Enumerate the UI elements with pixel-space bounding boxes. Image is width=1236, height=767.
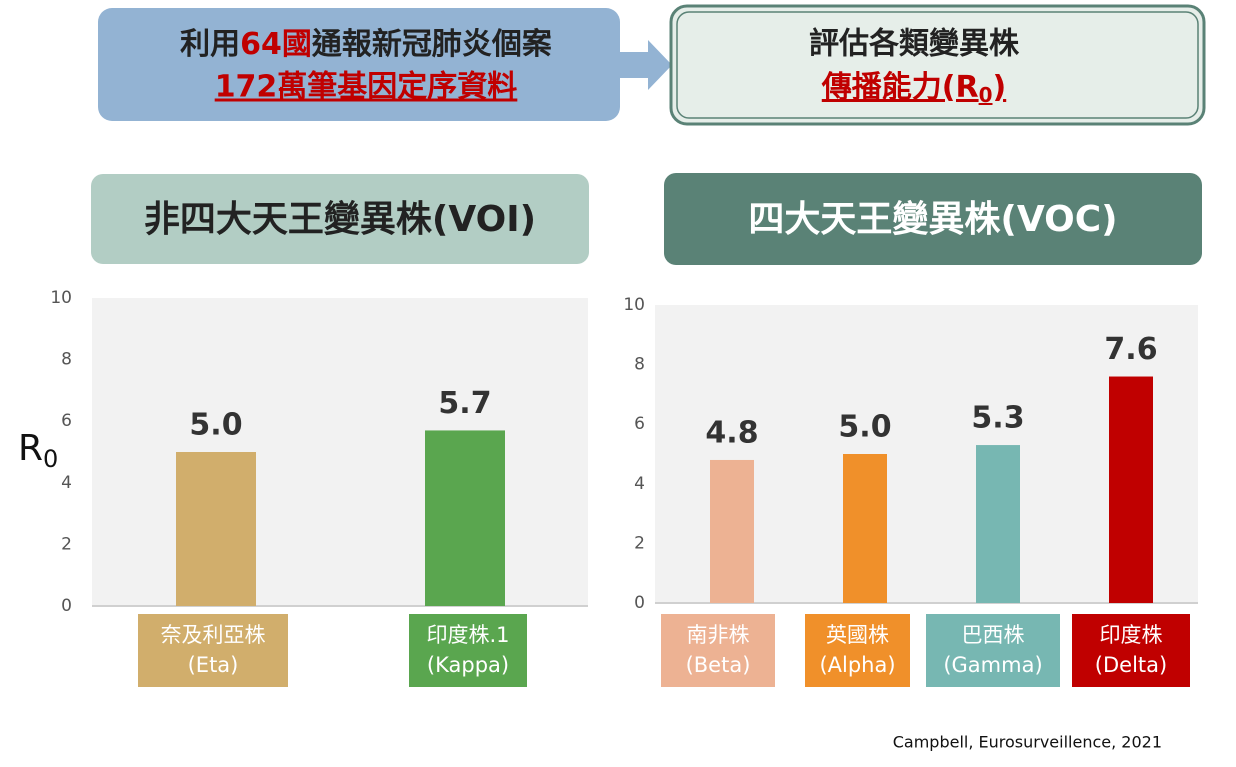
source-line2: 172萬筆基因定序資料 (215, 70, 518, 105)
goal-box (669, 4, 1206, 126)
category-box (805, 614, 910, 687)
x-tick-label: 印度株.1 (426, 623, 509, 647)
x-tick-label: 印度株 (1100, 623, 1163, 647)
y-tick-label: 8 (61, 350, 72, 370)
bar (843, 454, 887, 603)
y-tick-label: 4 (634, 474, 645, 494)
y-tick-label: 8 (634, 355, 645, 375)
x-tick-label: (Kappa) (427, 653, 509, 677)
plot-area (92, 298, 588, 606)
x-tick-label: (Delta) (1095, 653, 1167, 677)
text: 0 (43, 445, 58, 473)
text: 0 (979, 83, 993, 107)
text: ) (993, 70, 1007, 105)
category-box (409, 614, 527, 687)
y-tick-label: 2 (634, 533, 645, 553)
category-box (1072, 614, 1190, 687)
chart-title: 非四大天王變異株(VOI) (144, 199, 536, 240)
y-tick-label: 6 (61, 411, 72, 431)
arrow (620, 40, 672, 90)
title-box (91, 174, 589, 264)
value-label: 5.3 (971, 401, 1024, 436)
text: R (18, 428, 43, 469)
y-tick-label: 10 (623, 295, 645, 315)
bar (710, 459, 754, 603)
y-tick-label: 0 (61, 596, 72, 616)
x-tick-label: (Beta) (686, 653, 751, 677)
source-line1: 利用64國通報新冠肺炎個案 (180, 27, 552, 62)
text: 64國 (240, 27, 312, 62)
x-tick-label: 英國株 (826, 623, 889, 647)
x-tick-label: (Gamma) (943, 653, 1042, 677)
value-label: 4.8 (705, 415, 758, 450)
chart-title: 四大天王變異株(VOC) (748, 199, 1117, 240)
y-tick-label: 4 (61, 473, 72, 493)
y-tick-label: 10 (50, 288, 72, 308)
goal-line2: 傳播能力(R0) (821, 70, 1006, 107)
text: 利用 (180, 27, 240, 62)
x-tick-label: 南非株 (687, 623, 750, 647)
value-label: 5.0 (189, 408, 242, 443)
x-tick-label: 巴西株 (962, 623, 1025, 647)
x-tick-label: (Eta) (188, 653, 239, 677)
y-tick-label: 0 (634, 593, 645, 613)
value-label: 5.0 (838, 410, 891, 445)
x-tick-label: (Alpha) (819, 653, 895, 677)
goal-line1: 評估各類變異株 (809, 27, 1020, 62)
category-box (661, 614, 775, 687)
category-box (926, 614, 1060, 687)
x-tick-label: 奈及利亞株 (161, 623, 266, 647)
bar (176, 452, 256, 606)
citation: Campbell, Eurosurveillence, 2021 (893, 733, 1162, 752)
text: 傳播能力(R (821, 70, 979, 105)
category-box (138, 614, 288, 687)
bar (1109, 376, 1153, 603)
title-box (664, 173, 1202, 265)
bar (425, 430, 505, 606)
value-label: 5.7 (438, 386, 491, 421)
goal-box-inner (676, 11, 1199, 119)
bar (976, 445, 1020, 603)
text: 通報新冠肺炎個案 (311, 27, 552, 62)
y-tick-label: 2 (61, 534, 72, 554)
source-box (98, 8, 620, 121)
value-label: 7.6 (1104, 332, 1157, 367)
y-tick-label: 6 (634, 414, 645, 434)
y-axis-label: R0 (18, 428, 58, 473)
